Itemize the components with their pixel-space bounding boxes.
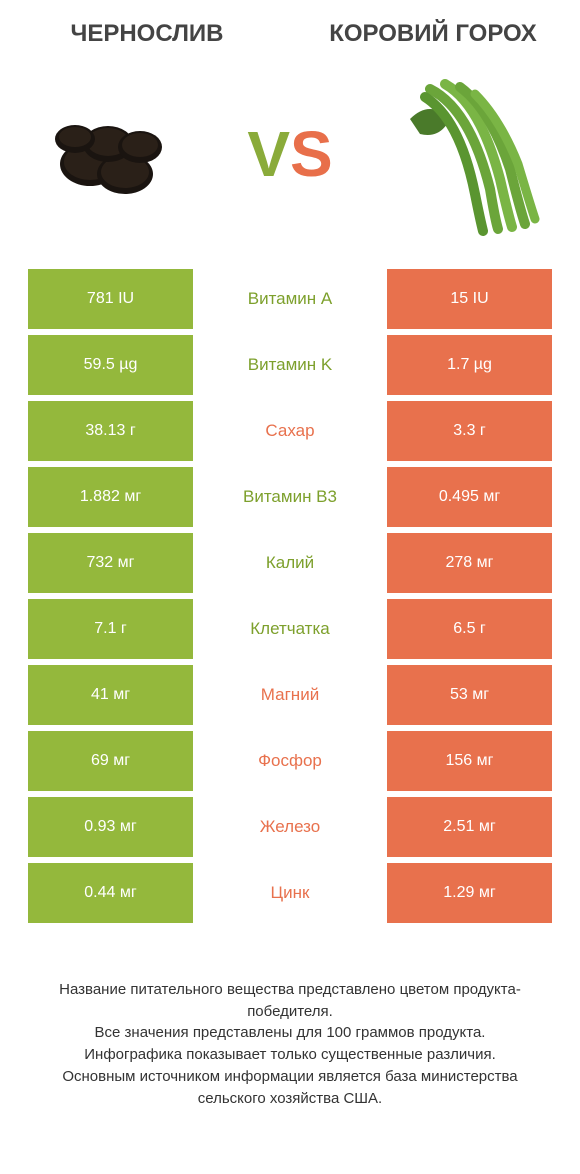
comparison-table: 781 IUВитамин A15 IU59.5 µgВитамин K1.7 …: [0, 269, 580, 923]
nutrient-label: Железо: [193, 797, 387, 857]
footer-line-4: Основным источником информации является …: [62, 1068, 517, 1107]
nutrient-label: Витамин B3: [193, 467, 387, 527]
left-value-cell: 1.882 мг: [28, 467, 193, 527]
right-value-cell: 156 мг: [387, 731, 552, 791]
table-row: 781 IUВитамин A15 IU: [28, 269, 552, 329]
left-value-cell: 7.1 г: [28, 599, 193, 659]
left-value-cell: 69 мг: [28, 731, 193, 791]
right-value-cell: 3.3 г: [387, 401, 552, 461]
nutrient-label: Клетчатка: [193, 599, 387, 659]
title-row: ЧЕРНОСЛИВ КОРОВИЙ ГОРОХ: [0, 0, 580, 59]
nutrient-label: Витамин A: [193, 269, 387, 329]
left-value-cell: 0.44 мг: [28, 863, 193, 923]
vs-v: V: [247, 118, 290, 190]
table-row: 7.1 гКлетчатка6.5 г: [28, 599, 552, 659]
right-value-cell: 278 мг: [387, 533, 552, 593]
right-value-cell: 15 IU: [387, 269, 552, 329]
table-row: 41 мгМагний53 мг: [28, 665, 552, 725]
nutrient-label: Фосфор: [193, 731, 387, 791]
left-value-cell: 59.5 µg: [28, 335, 193, 395]
right-product-title: КОРОВИЙ ГОРОХ: [316, 20, 550, 49]
left-value-cell: 781 IU: [28, 269, 193, 329]
table-row: 59.5 µgВитамин K1.7 µg: [28, 335, 552, 395]
nutrient-label: Витамин K: [193, 335, 387, 395]
right-value-cell: 1.7 µg: [387, 335, 552, 395]
right-product-image: [380, 69, 550, 239]
left-value-cell: 0.93 мг: [28, 797, 193, 857]
right-value-cell: 6.5 г: [387, 599, 552, 659]
left-product-image: [30, 69, 200, 239]
footer-line-2: Все значения представлены для 100 граммо…: [95, 1024, 486, 1041]
right-value-cell: 53 мг: [387, 665, 552, 725]
table-row: 1.882 мгВитамин B30.495 мг: [28, 467, 552, 527]
table-row: 0.93 мгЖелезо2.51 мг: [28, 797, 552, 857]
left-value-cell: 732 мг: [28, 533, 193, 593]
nutrient-label: Калий: [193, 533, 387, 593]
nutrient-label: Магний: [193, 665, 387, 725]
nutrient-label: Цинк: [193, 863, 387, 923]
table-row: 38.13 гСахар3.3 г: [28, 401, 552, 461]
nutrient-label: Сахар: [193, 401, 387, 461]
left-product-title: ЧЕРНОСЛИВ: [30, 20, 264, 49]
table-row: 732 мгКалий278 мг: [28, 533, 552, 593]
hero-row: VS: [0, 59, 580, 269]
right-value-cell: 1.29 мг: [387, 863, 552, 923]
left-value-cell: 38.13 г: [28, 401, 193, 461]
footer-line-1: Название питательного вещества представл…: [59, 981, 521, 1020]
vs-label: VS: [247, 122, 332, 186]
vs-s: S: [290, 118, 333, 190]
footer-notes: Название питательного вещества представл…: [0, 929, 580, 1130]
table-row: 69 мгФосфор156 мг: [28, 731, 552, 791]
footer-line-3: Инфографика показывает только существенн…: [84, 1046, 496, 1063]
left-value-cell: 41 мг: [28, 665, 193, 725]
table-row: 0.44 мгЦинк1.29 мг: [28, 863, 552, 923]
right-value-cell: 0.495 мг: [387, 467, 552, 527]
right-value-cell: 2.51 мг: [387, 797, 552, 857]
